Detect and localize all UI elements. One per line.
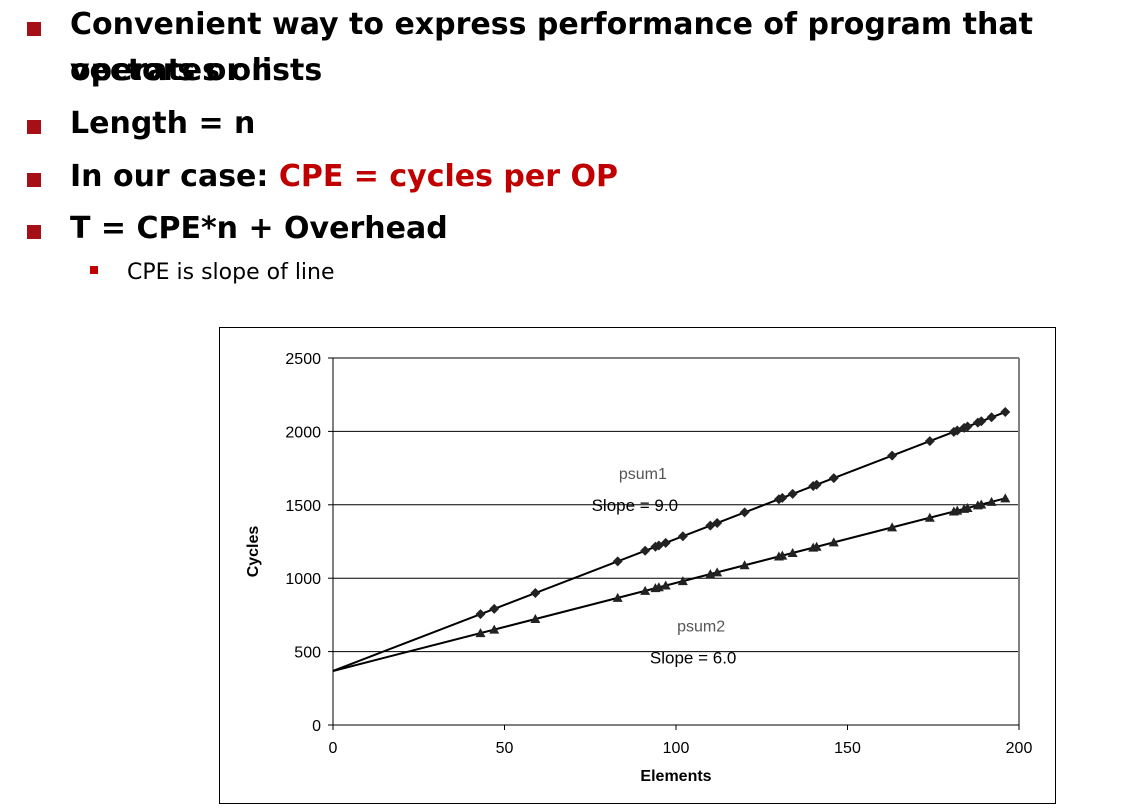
chart: 0 500 1000 1500 2000 2500 0 50 100 150 200 Elements… bbox=[245, 351, 1032, 785]
point-psum1 bbox=[677, 531, 688, 542]
point-psum2 bbox=[828, 537, 839, 547]
fit-line-psum2 bbox=[332, 497, 1006, 672]
bullet-square-icon bbox=[27, 225, 41, 239]
y-tick-label: 0 bbox=[312, 718, 321, 735]
axes bbox=[328, 357, 1020, 730]
point-psum1 bbox=[660, 537, 671, 548]
x-tick-label: 0 bbox=[329, 740, 338, 757]
bullet-3-prefix: In our case: bbox=[70, 159, 279, 194]
point-psum2 bbox=[530, 614, 541, 624]
point-psum1 bbox=[1000, 407, 1011, 418]
grid-lines bbox=[333, 357, 1019, 653]
point-psum1 bbox=[612, 556, 623, 567]
annotation-name-psum1: psum1 bbox=[619, 466, 667, 483]
y-tick-label: 1000 bbox=[285, 571, 321, 588]
y-axis-label: Cycles bbox=[245, 526, 262, 578]
annotation-slope-psum2: Slope = 6.0 bbox=[650, 648, 737, 667]
bullet-square-icon bbox=[27, 22, 41, 36]
point-psum1 bbox=[739, 507, 750, 518]
data-points bbox=[475, 407, 1011, 638]
x-axis-label: Elements bbox=[640, 768, 711, 785]
x-tick-label: 200 bbox=[1006, 740, 1033, 757]
bullet-square-icon bbox=[27, 120, 41, 134]
y-tick-label: 2000 bbox=[285, 424, 321, 441]
bullet-1-line-2: vectors or lists bbox=[70, 53, 323, 88]
annotation-slope-psum1: Slope = 9.0 bbox=[592, 496, 679, 515]
chart-frame: 0 500 1000 1500 2000 2500 0 50 100 150 200 Elements… bbox=[219, 327, 1056, 804]
point-psum2 bbox=[924, 512, 935, 522]
point-psum2 bbox=[787, 547, 798, 557]
point-psum1 bbox=[924, 436, 935, 447]
point-psum1 bbox=[777, 492, 788, 503]
point-psum1 bbox=[962, 421, 973, 432]
point-psum2 bbox=[962, 503, 973, 513]
bullet-3: In our case: CPE = cycles per OP bbox=[70, 154, 618, 200]
y-tick-label: 2500 bbox=[285, 351, 321, 368]
point-psum1 bbox=[640, 545, 651, 556]
bullet-4: T = CPE*n + Overhead bbox=[70, 211, 448, 246]
bullet-2: Length = n bbox=[70, 106, 256, 141]
point-psum2 bbox=[660, 580, 671, 590]
point-psum2 bbox=[489, 624, 500, 634]
point-psum1 bbox=[712, 518, 723, 529]
x-tick-label: 150 bbox=[834, 740, 861, 757]
x-tick-label: 100 bbox=[663, 740, 690, 757]
point-psum1 bbox=[787, 488, 798, 499]
bullet-square-icon bbox=[27, 173, 41, 187]
point-psum2 bbox=[811, 541, 822, 551]
chart-labels: 0 500 1000 1500 2000 2500 0 50 100 150 200 Elements… bbox=[245, 351, 1032, 785]
point-psum2 bbox=[612, 592, 623, 602]
sub-bullet-square-icon bbox=[90, 266, 98, 274]
point-psum2 bbox=[986, 496, 997, 506]
point-psum1 bbox=[811, 479, 822, 490]
point-psum2 bbox=[475, 628, 486, 638]
point-psum2 bbox=[887, 522, 898, 532]
point-psum1 bbox=[952, 425, 963, 436]
point-psum1 bbox=[986, 412, 997, 423]
y-tick-label: 500 bbox=[294, 645, 321, 662]
point-psum2 bbox=[976, 499, 987, 509]
point-psum2 bbox=[677, 576, 688, 586]
annotation-name-psum2: psum2 bbox=[677, 618, 725, 635]
sub-bullet: CPE is slope of line bbox=[127, 260, 335, 285]
point-psum2 bbox=[739, 560, 750, 570]
point-psum1 bbox=[976, 416, 987, 427]
point-psum2 bbox=[640, 585, 651, 595]
point-psum2 bbox=[1000, 493, 1011, 503]
bullet-3-highlight: CPE = cycles per OP bbox=[278, 159, 618, 194]
point-psum1 bbox=[489, 603, 500, 614]
y-tick-label: 1500 bbox=[285, 498, 321, 515]
point-psum1 bbox=[475, 609, 486, 620]
point-psum2 bbox=[712, 567, 723, 577]
point-psum1 bbox=[828, 473, 839, 484]
bullet-1-line-1: Convenient way to express performance of… bbox=[70, 7, 1033, 88]
point-psum1 bbox=[530, 588, 541, 599]
point-psum2 bbox=[777, 550, 788, 560]
x-tick-label: 50 bbox=[496, 740, 514, 757]
point-psum1 bbox=[887, 450, 898, 461]
